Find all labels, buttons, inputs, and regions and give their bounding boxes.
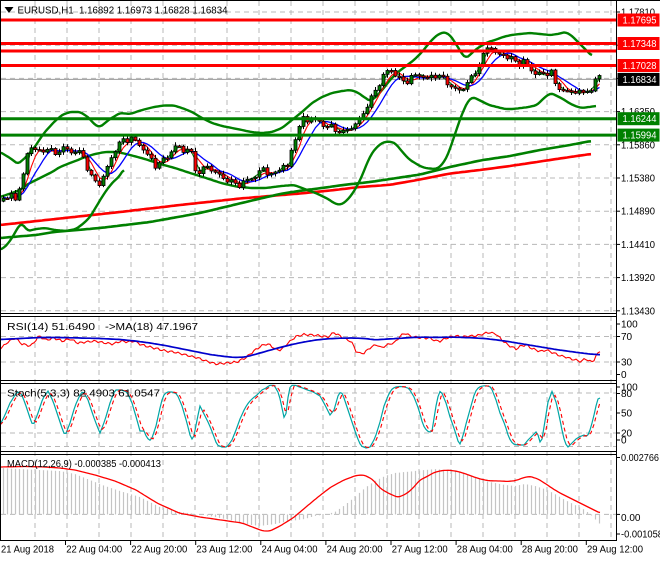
svg-text:20: 20	[621, 429, 633, 440]
svg-text:0.002766: 0.002766	[621, 453, 659, 464]
svg-text:1.13920: 1.13920	[621, 273, 655, 284]
svg-text:100: 100	[621, 320, 638, 331]
svg-text:EURUSD,H1 1.16892 1.16973 1.1: EURUSD,H1 1.16892 1.16973 1.16828 1.1683…	[18, 6, 228, 17]
svg-text:0: 0	[621, 370, 627, 381]
svg-text:Stoch(5,3,3) 82.4903 61.0547: Stoch(5,3,3) 82.4903 61.0547	[7, 389, 161, 400]
svg-text:30: 30	[621, 358, 633, 369]
svg-text:100: 100	[621, 383, 638, 394]
svg-text:MACD(12,26,9) -0.000385 -0.000: MACD(12,26,9) -0.000385 -0.000413	[7, 459, 161, 470]
svg-text:1.14410: 1.14410	[621, 240, 655, 251]
svg-text:1.16834: 1.16834	[623, 75, 657, 86]
svg-text:22 Aug 20:00: 22 Aug 20:00	[131, 545, 187, 556]
svg-text:23 Aug 12:00: 23 Aug 12:00	[196, 545, 252, 556]
svg-text:21 Aug 2018: 21 Aug 2018	[1, 545, 54, 556]
svg-text:24 Aug 20:00: 24 Aug 20:00	[327, 545, 383, 556]
svg-text:80: 80	[621, 389, 633, 400]
svg-text:70: 70	[621, 332, 633, 343]
svg-text:1.17348: 1.17348	[623, 39, 657, 50]
svg-text:24 Aug 04:00: 24 Aug 04:00	[262, 545, 318, 556]
svg-text:1.17028: 1.17028	[623, 61, 657, 72]
svg-text:1.15380: 1.15380	[621, 174, 655, 185]
svg-text:1.15994: 1.15994	[623, 131, 657, 142]
svg-text:-0.001058: -0.001058	[621, 530, 660, 541]
svg-text:29 Aug 12:00: 29 Aug 12:00	[587, 545, 643, 556]
svg-text:1.17695: 1.17695	[623, 16, 657, 27]
svg-text:27 Aug 12:00: 27 Aug 12:00	[392, 545, 448, 556]
svg-text:RSI(14) 51.6490: RSI(14) 51.6490	[7, 322, 96, 333]
svg-text:0.00: 0.00	[621, 513, 641, 524]
svg-text:50: 50	[621, 409, 633, 420]
svg-text:28 Aug 04:00: 28 Aug 04:00	[457, 545, 513, 556]
svg-text:1.14890: 1.14890	[621, 207, 655, 218]
svg-text:22 Aug 04:00: 22 Aug 04:00	[66, 545, 122, 556]
svg-text:0: 0	[621, 436, 627, 447]
svg-text:->MA(18) 47.1967: ->MA(18) 47.1967	[105, 322, 198, 333]
svg-text:1.17810: 1.17810	[621, 8, 655, 19]
svg-text:1.15860: 1.15860	[621, 140, 655, 151]
svg-text:1.16244: 1.16244	[623, 114, 657, 125]
svg-text:28 Aug 20:00: 28 Aug 20:00	[522, 545, 578, 556]
svg-text:1.13430: 1.13430	[621, 306, 655, 317]
